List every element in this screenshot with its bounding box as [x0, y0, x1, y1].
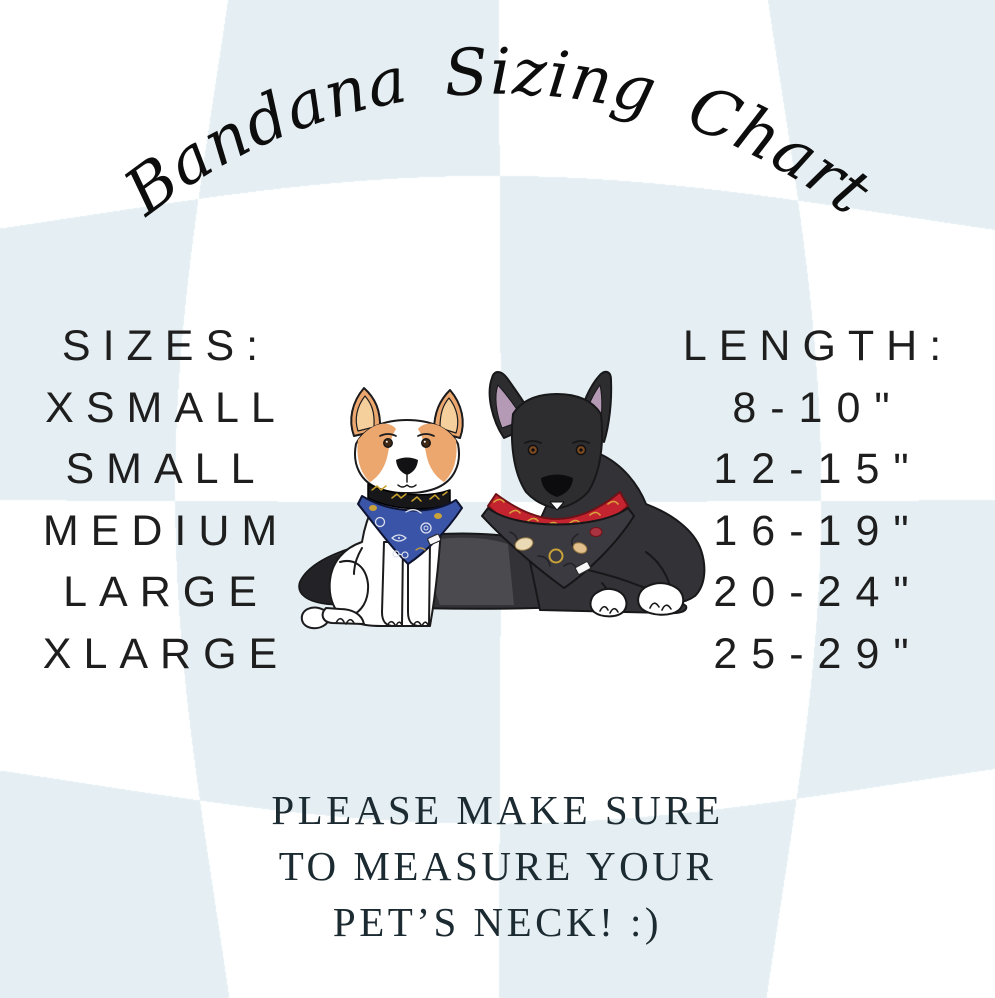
two-dogs-illustration	[298, 370, 706, 630]
black-dog-paw	[637, 582, 685, 616]
pupil	[579, 448, 583, 452]
collar-gold-pattern	[371, 485, 448, 502]
sizes-header: SIZES:	[61, 322, 271, 370]
white-dog-rear-paw	[321, 607, 365, 625]
white-dog-eye	[383, 438, 393, 448]
measure-note-line: TO MEASURE YOUR	[278, 843, 717, 889]
haunch-sketch-line	[339, 560, 370, 617]
gold-squiggle-pattern	[493, 498, 619, 526]
bandana-doodle	[423, 525, 429, 531]
length-row: 16-19"	[713, 506, 923, 555]
size-row: MEDIUM	[42, 506, 290, 555]
bandana-doodle	[589, 527, 603, 537]
size-row: LARGE	[63, 568, 269, 616]
title-arch: Bandana Sizing Chart	[111, 35, 884, 230]
size-row: SMALL	[65, 445, 267, 493]
bandana-tag	[574, 561, 592, 575]
tan-face-patch	[357, 423, 396, 482]
bandana-doodle	[415, 547, 426, 551]
length-row: 25-29"	[713, 629, 923, 678]
measure-note: PLEASE MAKE SURE TO MEASURE YOUR PET’S N…	[0, 782, 995, 950]
paw-toe-lines	[599, 605, 619, 614]
length-row: 12-15"	[713, 445, 923, 493]
black-dog-mouth	[549, 501, 565, 511]
paw-toe-lines	[386, 620, 429, 627]
black-dog-shoulder-shading	[430, 537, 514, 605]
bandana-doodle-glasses	[392, 550, 409, 559]
white-dog-illustration	[300, 387, 464, 630]
tan-face-patch	[418, 423, 457, 482]
bandana-doodle	[391, 509, 422, 542]
bandana-doodle-squiggles	[509, 531, 579, 569]
bandana-doodle	[369, 505, 377, 511]
white-dog-nose	[396, 457, 418, 475]
length-row: 20-24"	[713, 568, 923, 616]
black-dog-paw	[589, 587, 628, 618]
white-dog-right-inner-ear	[439, 397, 459, 434]
white-dog-front-leg	[381, 541, 404, 627]
size-row: XSMALL	[45, 383, 287, 432]
sizes-column: SIZES: XSMALL SMALL MEDIUM LARGE XLARGE	[0, 316, 332, 685]
measure-note-line: PLEASE MAKE SURE	[271, 787, 724, 833]
bandana-doodle	[398, 537, 400, 539]
bandana-doodle	[374, 516, 386, 528]
paw-toe-lines	[649, 602, 672, 611]
length-header: LENGTH:	[682, 322, 954, 370]
white-dog-eye	[421, 438, 431, 448]
bandana-doodle	[434, 513, 442, 519]
eye-glint	[385, 440, 388, 443]
black-dog-brow-lines	[524, 440, 590, 444]
black-dog-head	[510, 393, 604, 509]
paw-toe-lines	[335, 617, 355, 625]
length-column: LENGTH: 8-10" 12-15" 16-19" 20-24" 25-29…	[648, 316, 988, 685]
size-row: XLARGE	[42, 629, 290, 678]
thigh-sketch-line	[353, 547, 363, 575]
eye-glint	[423, 440, 426, 443]
bandana-doodle	[420, 522, 432, 534]
white-dog-mouth	[397, 474, 417, 488]
white-dog-front-leg	[407, 541, 431, 627]
white-dog-brow-lines	[379, 433, 435, 437]
white-dog-left-inner-ear	[355, 395, 375, 432]
bandana-doodle	[548, 548, 564, 564]
measure-note-line: PET’S NECK! :)	[332, 899, 663, 945]
page-title: Bandana Sizing Chart	[111, 35, 884, 230]
pupil	[531, 448, 535, 452]
length-row: 8-10"	[732, 383, 904, 432]
bandana-doodle	[572, 542, 588, 554]
bandana-doodle	[514, 537, 534, 551]
black-dog-nose	[541, 474, 573, 497]
bandana-tag	[427, 533, 442, 546]
